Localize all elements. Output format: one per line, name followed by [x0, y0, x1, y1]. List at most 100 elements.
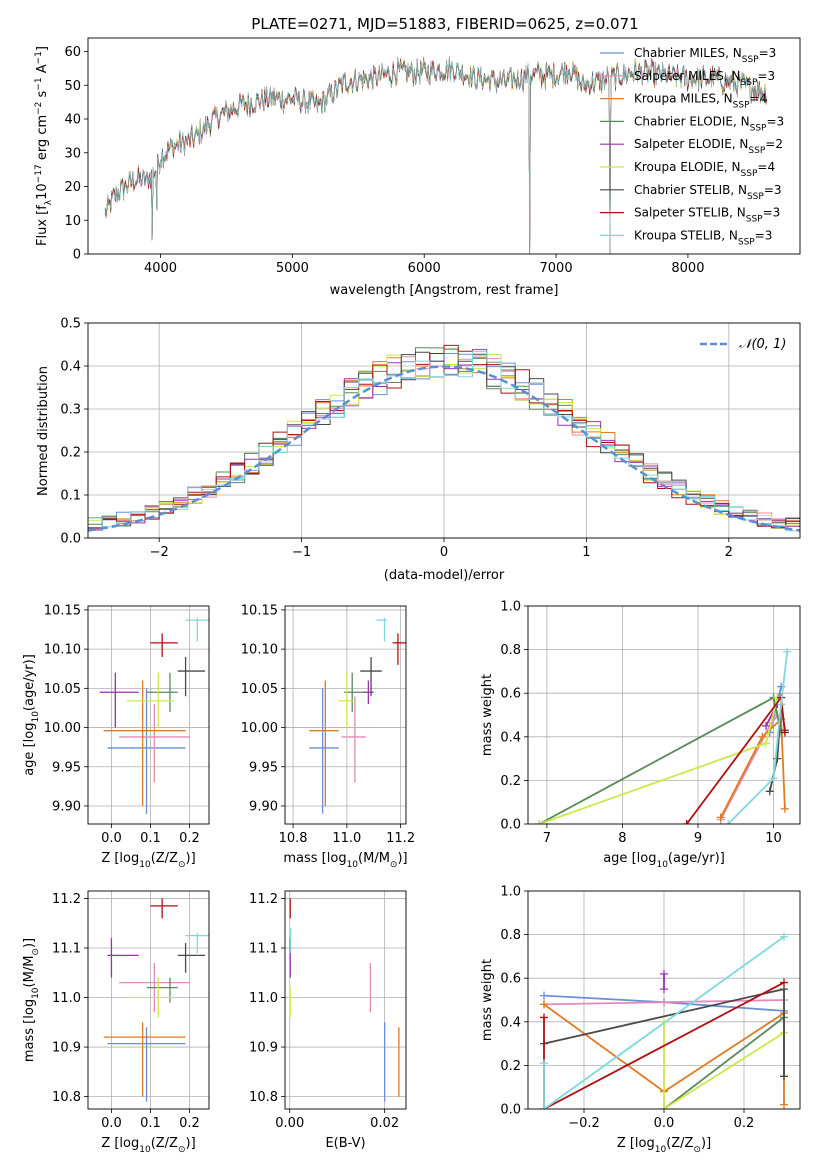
- y-axis-label-part: −2: [34, 102, 44, 115]
- legend-label-salpeter_miles-part: SSP: [741, 78, 758, 88]
- y-tick-label: 10.15: [44, 603, 81, 618]
- weight-vs-metallicity-panel: −0.2 0.0 0.2 0.0 0.2 0.4 0.6 0.8 1.0 Z [log10(Z/Z…: [480, 885, 801, 1155]
- x-axis-label-part: ⊙: [178, 1145, 186, 1155]
- y-tick-label: 11.1: [249, 941, 278, 956]
- x-tick-label: 1: [582, 545, 590, 560]
- x-axis-label-part: ⊙: [693, 1145, 701, 1155]
- residual-histogram-panel: −2 −1 0 1 2 0.0 0.1 0.2 0.3 0.4 0.5 𝒩(0, 1) (data-mo…: [36, 317, 801, 583]
- plot-area: [289, 898, 400, 1102]
- x-axis-label-part: 10: [139, 1145, 151, 1155]
- x-tick-label: 7000: [540, 261, 573, 276]
- x-axis-label-part: (Z/Z: [666, 1136, 693, 1151]
- x-axis-label: Z [log10(Z/Z⊙)]: [101, 1136, 195, 1155]
- plot-area: [99, 617, 209, 814]
- y-axis-label-part: )]: [22, 938, 37, 948]
- x-axis-label-part: 10: [656, 860, 668, 870]
- y-axis-label-part: −1: [34, 77, 44, 90]
- y-tick-label: 11.0: [249, 991, 278, 1006]
- weight-marker-kroupa_stelib: [777, 700, 786, 709]
- y-axis-label-part: ]: [35, 46, 50, 51]
- y-axis-label-part: −17: [34, 164, 44, 183]
- x-tick-label: 0.2: [179, 831, 200, 846]
- legend-label-kroupa_stelib-part: Kroupa STELIB, N: [634, 228, 738, 242]
- y-tick-label: 10.15: [241, 603, 278, 618]
- legend-label-salpeter_miles-part: Salpeter MILES, N: [634, 69, 741, 83]
- x-tick-label: 0.1: [140, 831, 161, 846]
- weight-marker-chabrier_miles: [540, 991, 548, 1000]
- axes-frame: [527, 890, 801, 1110]
- weight-marker-salpeter_stelib: [682, 820, 691, 824]
- weight-marker-salpeter_elodie: [660, 985, 668, 994]
- weight-marker-chabrier_stelib: [773, 754, 782, 763]
- legend-label-salpeter_elodie-part: Salpeter ELODIE, N: [634, 137, 748, 151]
- x-tick-label: 4000: [144, 261, 177, 276]
- y-axis-label: age [log10(age/yr)]: [22, 654, 41, 776]
- legend-label-kroupa_stelib-part: SSP: [738, 237, 755, 247]
- x-tick-label: 7: [543, 831, 551, 846]
- y-axis-label: mass [log10(M/M⊙)]: [22, 938, 41, 1062]
- y-tick-label: 0: [73, 248, 81, 263]
- x-axis-label-part: mass [log: [283, 851, 346, 866]
- plot-area: [104, 56, 768, 254]
- weight-marker-kroupa_stelib: [540, 1105, 548, 1109]
- weight-marker-kroupa_miles: [780, 1100, 788, 1109]
- y-tick-label: 9.90: [52, 799, 81, 814]
- x-tick-label: 2: [725, 545, 733, 560]
- legend-label-salpeter_miles-part: =3: [757, 69, 775, 83]
- plot-area: [103, 898, 209, 1102]
- x-axis-label-part: )]: [186, 851, 196, 866]
- x-axis-label: E(B-V): [325, 1136, 365, 1151]
- x-tick-label: −0.2: [568, 1116, 600, 1131]
- weight-marker-salpeter_stelib: [780, 728, 789, 737]
- y-tick-label: 0.0: [60, 532, 81, 547]
- y-axis-label-part: age [log: [22, 723, 37, 776]
- y-tick-label: 40: [64, 113, 81, 128]
- y-axis-label-part: λ: [44, 199, 54, 205]
- weight-marker-salpeter_stelib: [540, 1013, 548, 1022]
- weight-line-kroupa_stelib: [727, 651, 789, 824]
- y-tick-label: 9.90: [249, 799, 278, 814]
- y-axis-label-part: erg cm: [35, 115, 50, 164]
- x-tick-label: −1: [292, 545, 311, 560]
- y-tick-label: 10.00: [44, 721, 81, 736]
- mass-vs-ebv-panel: 0.00 0.02 10.8 10.9 11.0 11.1 11.2 E(B-V): [249, 890, 407, 1151]
- x-axis-label-part: )]: [186, 1136, 196, 1151]
- x-tick-label: 10: [765, 831, 782, 846]
- legend-label-chabrier_stelib-part: SSP: [747, 192, 764, 202]
- x-axis-label-part: ⊙: [178, 860, 186, 870]
- weight-line-kroupa_stelib: [543, 936, 785, 1109]
- plot-area: [540, 932, 788, 1109]
- x-axis-label-part: (Z/Z: [151, 1136, 178, 1151]
- y-tick-label: 0.0: [500, 818, 521, 833]
- legend-label-chabrier_miles-part: SSP: [742, 55, 759, 65]
- legend-label-salpeter_miles: Salpeter MILES, NSSP=3: [634, 69, 775, 88]
- x-tick-label: 0.2: [179, 1116, 200, 1131]
- y-tick-label: 11.0: [52, 991, 81, 1006]
- legend-label-chabrier_stelib: Chabrier STELIB, NSSP=3: [634, 183, 782, 202]
- weight-marker-kroupa_elodie: [762, 739, 770, 748]
- weight-line-chabrier_elodie: [663, 1016, 785, 1109]
- y-tick-label: 0.2: [500, 774, 521, 789]
- x-axis-label-part: ⊙: [390, 860, 398, 870]
- y-tick-label: 10.10: [241, 643, 278, 658]
- weight-line-salpeter_stelib: [543, 981, 785, 1109]
- weight-marker-chabrier_stelib: [780, 1072, 788, 1081]
- y-tick-label: 10.00: [241, 721, 278, 736]
- x-tick-label: 0.00: [275, 1116, 304, 1131]
- x-axis-label-part: (Z/Z: [151, 851, 178, 866]
- axes-frame: [284, 605, 407, 825]
- model-spectrum-kroupa_miles: [104, 57, 768, 254]
- legend-label-kroupa_miles-part: Kroupa MILES, N: [634, 92, 733, 106]
- y-tick-label: 50: [64, 79, 81, 94]
- y-tick-label: 60: [64, 45, 81, 60]
- figure-title: PLATE=0271, MJD=51883, FIBERID=0625, z=0…: [251, 15, 638, 33]
- model-spectrum-chabrier_elodie: [104, 58, 768, 254]
- y-tick-label: 11.2: [249, 892, 278, 907]
- x-tick-label: 0.2: [734, 1116, 755, 1131]
- legend-label-salpeter_stelib-part: SSP: [746, 215, 763, 225]
- model-spectrum-chabrier_miles: [104, 59, 768, 254]
- legend-label-salpeter_elodie-part: SSP: [748, 146, 765, 156]
- weight-marker-kroupa_stelib: [724, 820, 733, 824]
- legend-label-kroupa_elodie: Kroupa ELODIE, NSSP=4: [634, 160, 775, 179]
